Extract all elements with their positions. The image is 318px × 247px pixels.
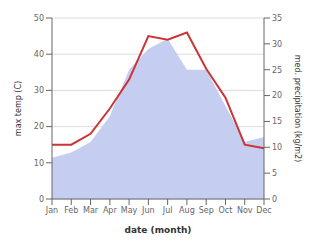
svg-text:30: 30 — [272, 40, 282, 49]
svg-text:30: 30 — [34, 86, 44, 95]
svg-text:0: 0 — [39, 195, 44, 204]
svg-text:10: 10 — [272, 143, 282, 152]
svg-text:5: 5 — [272, 169, 277, 178]
svg-text:max temp (C): max temp (C) — [14, 81, 23, 136]
svg-text:0: 0 — [272, 195, 277, 204]
svg-text:10: 10 — [34, 159, 44, 168]
svg-text:Aug: Aug — [179, 206, 195, 215]
svg-text:15: 15 — [272, 117, 282, 126]
svg-text:35: 35 — [272, 14, 282, 23]
svg-text:Dec: Dec — [256, 206, 271, 215]
svg-text:Oct: Oct — [219, 206, 233, 215]
svg-text:Nov: Nov — [237, 206, 253, 215]
svg-text:40: 40 — [34, 50, 44, 59]
svg-text:20: 20 — [34, 122, 44, 131]
svg-text:date (month): date (month) — [125, 225, 192, 235]
svg-text:Mar: Mar — [83, 206, 99, 215]
svg-text:Jun: Jun — [141, 206, 155, 215]
svg-text:Feb: Feb — [64, 206, 78, 215]
svg-text:May: May — [121, 206, 138, 215]
svg-text:25: 25 — [272, 66, 282, 75]
svg-text:med. precipitation (kg/m2): med. precipitation (kg/m2) — [293, 55, 302, 162]
svg-text:20: 20 — [272, 91, 282, 100]
svg-text:Jan: Jan — [45, 206, 58, 215]
svg-text:Apr: Apr — [103, 206, 118, 215]
svg-text:50: 50 — [34, 14, 44, 23]
svg-text:Sep: Sep — [199, 206, 214, 215]
svg-text:Jul: Jul — [162, 206, 173, 215]
